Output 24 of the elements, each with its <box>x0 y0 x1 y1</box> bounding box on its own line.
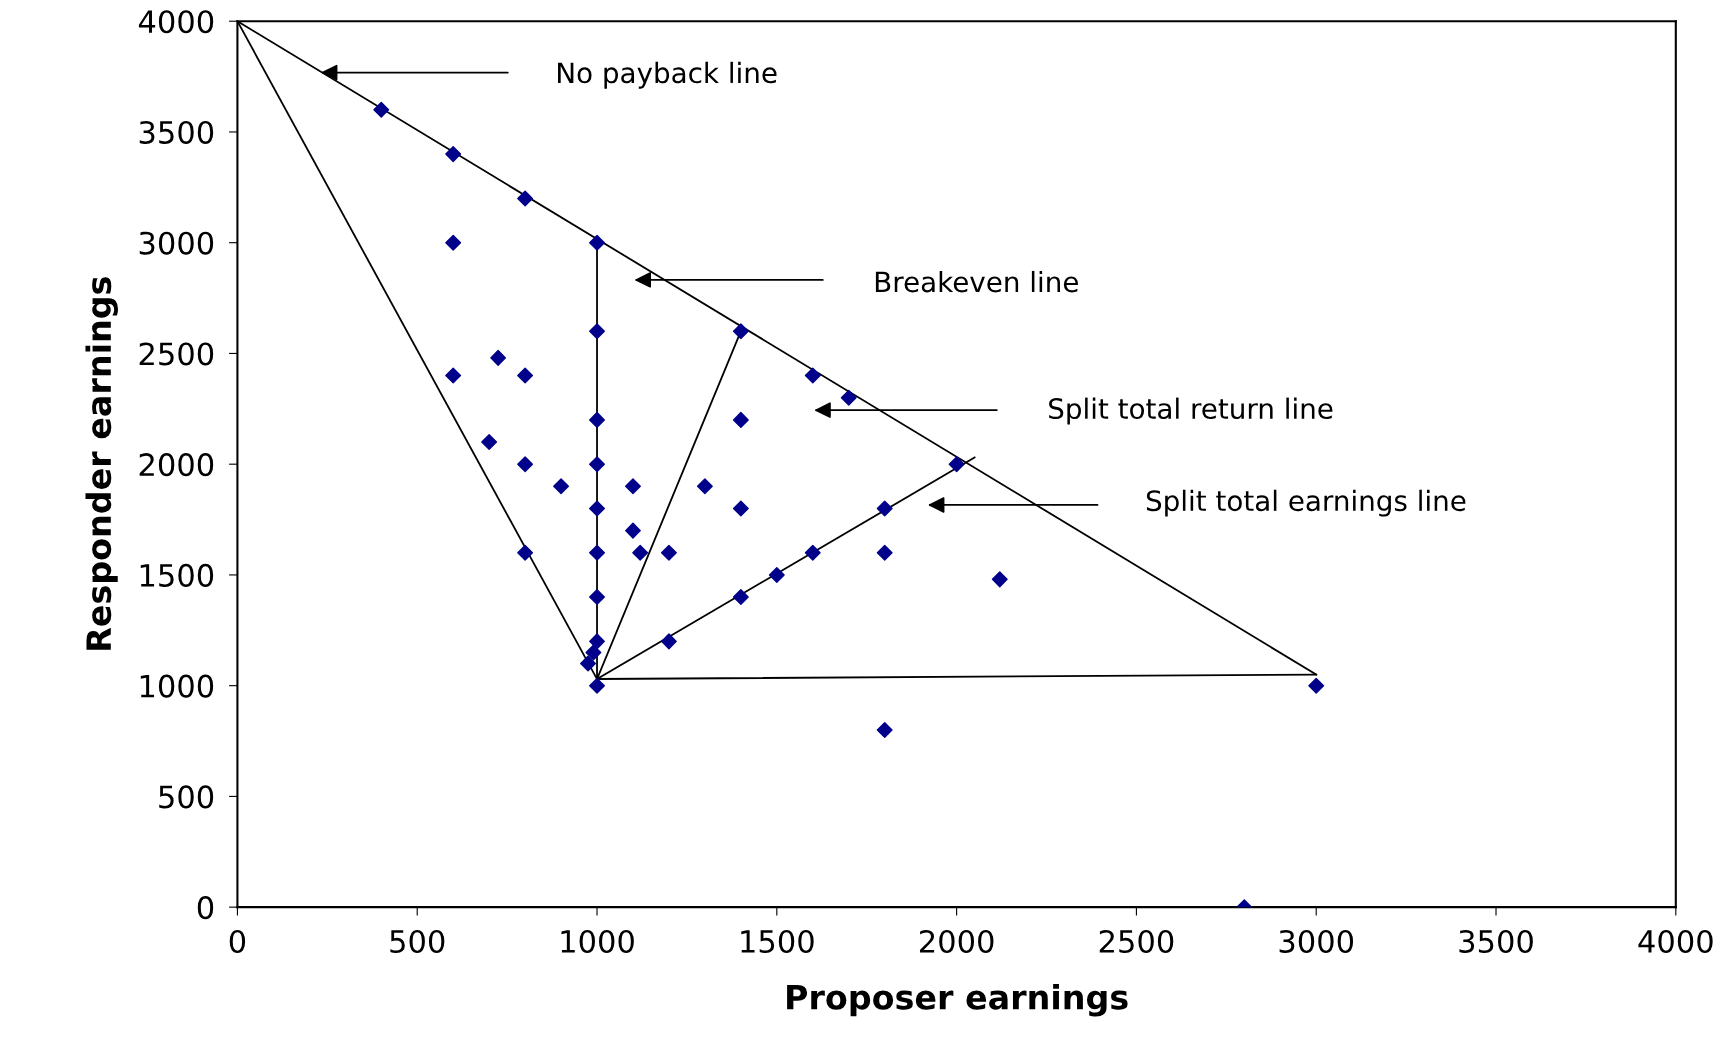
x-tick-label: 0 <box>229 929 246 954</box>
x-axis-title: Proposer earnings <box>787 983 1128 1017</box>
x-tick-label: 2000 <box>919 929 994 954</box>
y-tick-label: 3000 <box>139 231 214 255</box>
y-tick-label: 2000 <box>139 453 214 477</box>
y-tick-label: 1500 <box>140 563 214 587</box>
annotation: No payback line <box>558 61 777 89</box>
x-tick-label: 1500 <box>741 929 814 954</box>
y-tick-label: 500 <box>159 785 214 809</box>
y-tick-label: 4000 <box>138 10 214 34</box>
x-tick-label: 3000 <box>1279 929 1354 954</box>
annotation: Split total return line <box>1049 397 1333 425</box>
y-tick-label: 3500 <box>139 120 214 145</box>
x-tick-label: 500 <box>390 929 445 954</box>
x-tick-label: 2500 <box>1099 929 1174 954</box>
y-tick-label: 0 <box>197 896 214 920</box>
x-tick-label: 1000 <box>561 929 634 954</box>
annotation: Breakeven line <box>875 270 1078 293</box>
x-tick-label: 3500 <box>1459 929 1533 954</box>
y-tick-label: 2500 <box>139 342 214 366</box>
x-tick-label: 4000 <box>1638 929 1713 954</box>
y-tick-label: 1000 <box>140 674 214 698</box>
y-axis-title: Responder earnings <box>85 277 118 650</box>
annotation: Split total earnings line <box>1146 489 1466 517</box>
